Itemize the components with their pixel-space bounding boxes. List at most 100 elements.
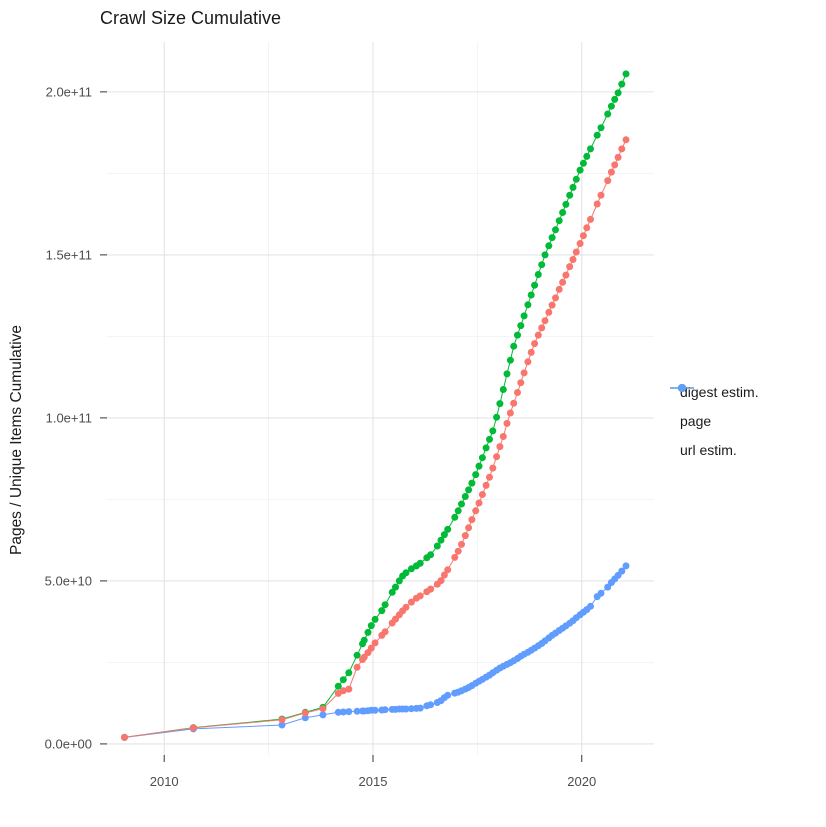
y-tick-label: 1.5e+11: [46, 247, 92, 262]
data-point-digest-estim-: [559, 278, 567, 286]
data-point-digest-estim-: [597, 191, 605, 199]
data-point-page: [579, 159, 587, 167]
data-point-digest-estim-: [345, 685, 353, 693]
data-point-page: [367, 622, 375, 630]
data-point-page: [552, 226, 559, 234]
data-point-digest-estim-: [569, 256, 577, 263]
data-point-page: [593, 131, 601, 139]
data-point-digest-estim-: [579, 232, 587, 240]
data-point-digest-estim-: [618, 145, 626, 153]
data-point-page: [541, 251, 549, 259]
data-point-page: [465, 486, 473, 494]
data-point-digest-estim-: [552, 294, 559, 302]
data-point-page: [583, 152, 591, 160]
data-point-url-estim-: [334, 708, 342, 716]
data-point-page: [461, 493, 469, 500]
data-point-digest-estim-: [407, 598, 415, 606]
data-point-digest-estim-: [538, 324, 546, 332]
data-point-digest-estim-: [593, 200, 601, 208]
data-point-digest-estim-: [458, 540, 465, 548]
data-point-url-estim-: [402, 705, 410, 713]
data-point-digest-estim-: [531, 340, 539, 348]
data-point-page: [378, 607, 386, 615]
data-point-page: [517, 322, 525, 330]
data-point-digest-estim-: [607, 168, 615, 176]
data-point-page: [545, 242, 553, 250]
y-tick-label: 2.0e+11: [46, 84, 92, 99]
data-point-digest-estim-: [517, 379, 525, 387]
data-point-page: [496, 400, 504, 408]
data-point-page: [562, 200, 570, 208]
data-point-digest-estim-: [555, 285, 563, 293]
data-point-digest-estim-: [437, 577, 445, 585]
data-point-digest-estim-: [548, 301, 556, 309]
data-point-page: [572, 175, 580, 183]
data-point-page: [587, 145, 594, 153]
data-point-digest-estim-: [482, 481, 490, 489]
legend-label: page: [680, 413, 712, 429]
data-point-digest-estim-: [121, 733, 128, 741]
data-point-page: [451, 513, 459, 521]
data-point-page: [402, 569, 410, 577]
data-point-digest-estim-: [622, 136, 630, 144]
data-point-page: [534, 271, 542, 278]
data-point-page: [493, 413, 501, 421]
series-line-digest-estim-: [124, 139, 627, 738]
data-point-page: [437, 536, 445, 544]
data-point-digest-estim-: [566, 263, 574, 271]
data-point-page: [622, 70, 630, 78]
data-point-digest-estim-: [493, 453, 501, 461]
data-point-digest-estim-: [520, 369, 528, 377]
data-point-page: [427, 551, 435, 559]
data-point-digest-estim-: [583, 224, 591, 232]
y-tick-label: 1.0e+11: [46, 410, 92, 425]
data-point-url-estim-: [427, 701, 435, 709]
y-tick-label: 5.0e+10: [45, 573, 92, 588]
data-point-url-estim-: [407, 705, 415, 713]
data-point-digest-estim-: [427, 585, 435, 593]
data-point-digest-estim-: [353, 663, 361, 671]
data-point-page: [486, 435, 493, 443]
data-point-page: [604, 110, 612, 118]
data-point-url-estim-: [597, 589, 605, 597]
data-point-url-estim-: [444, 691, 452, 699]
x-tick-label: 2015: [359, 774, 388, 789]
data-point-digest-estim-: [510, 399, 518, 407]
data-point-page: [499, 386, 507, 393]
data-point-digest-estim-: [496, 443, 504, 451]
data-point-digest-estim-: [486, 473, 493, 481]
legend-key-icon: [670, 384, 694, 392]
data-point-page: [538, 261, 546, 269]
data-point-page: [503, 370, 511, 378]
legend-label: digest estim.: [680, 384, 759, 400]
data-point-digest-estim-: [478, 491, 486, 498]
data-point-digest-estim-: [524, 358, 532, 366]
data-point-digest-estim-: [381, 628, 389, 636]
data-point-page: [555, 217, 563, 225]
data-point-page: [472, 471, 480, 479]
data-point-url-estim-: [345, 708, 353, 716]
chart-title: Crawl Size Cumulative: [100, 8, 282, 28]
legend-entry-page: page: [668, 384, 759, 433]
data-point-page: [489, 427, 497, 435]
data-point-page: [607, 102, 615, 110]
data-point-page: [468, 479, 476, 487]
data-point-url-estim-: [319, 711, 327, 719]
data-point-page: [381, 601, 389, 609]
data-point-digest-estim-: [319, 705, 327, 713]
data-point-page: [345, 669, 353, 677]
data-point-digest-estim-: [534, 331, 542, 339]
data-point-page: [520, 312, 528, 320]
data-point-digest-estim-: [611, 161, 619, 169]
data-point-page: [566, 191, 574, 199]
data-point-page: [395, 577, 403, 585]
data-point-url-estim-: [618, 567, 626, 575]
data-point-digest-estim-: [371, 639, 379, 647]
legend-label: url estim.: [680, 442, 737, 458]
data-point-digest-estim-: [489, 464, 497, 472]
data-point-digest-estim-: [604, 177, 612, 185]
data-point-page: [475, 462, 483, 470]
data-point-page: [597, 124, 605, 132]
data-point-digest-estim-: [541, 317, 549, 325]
